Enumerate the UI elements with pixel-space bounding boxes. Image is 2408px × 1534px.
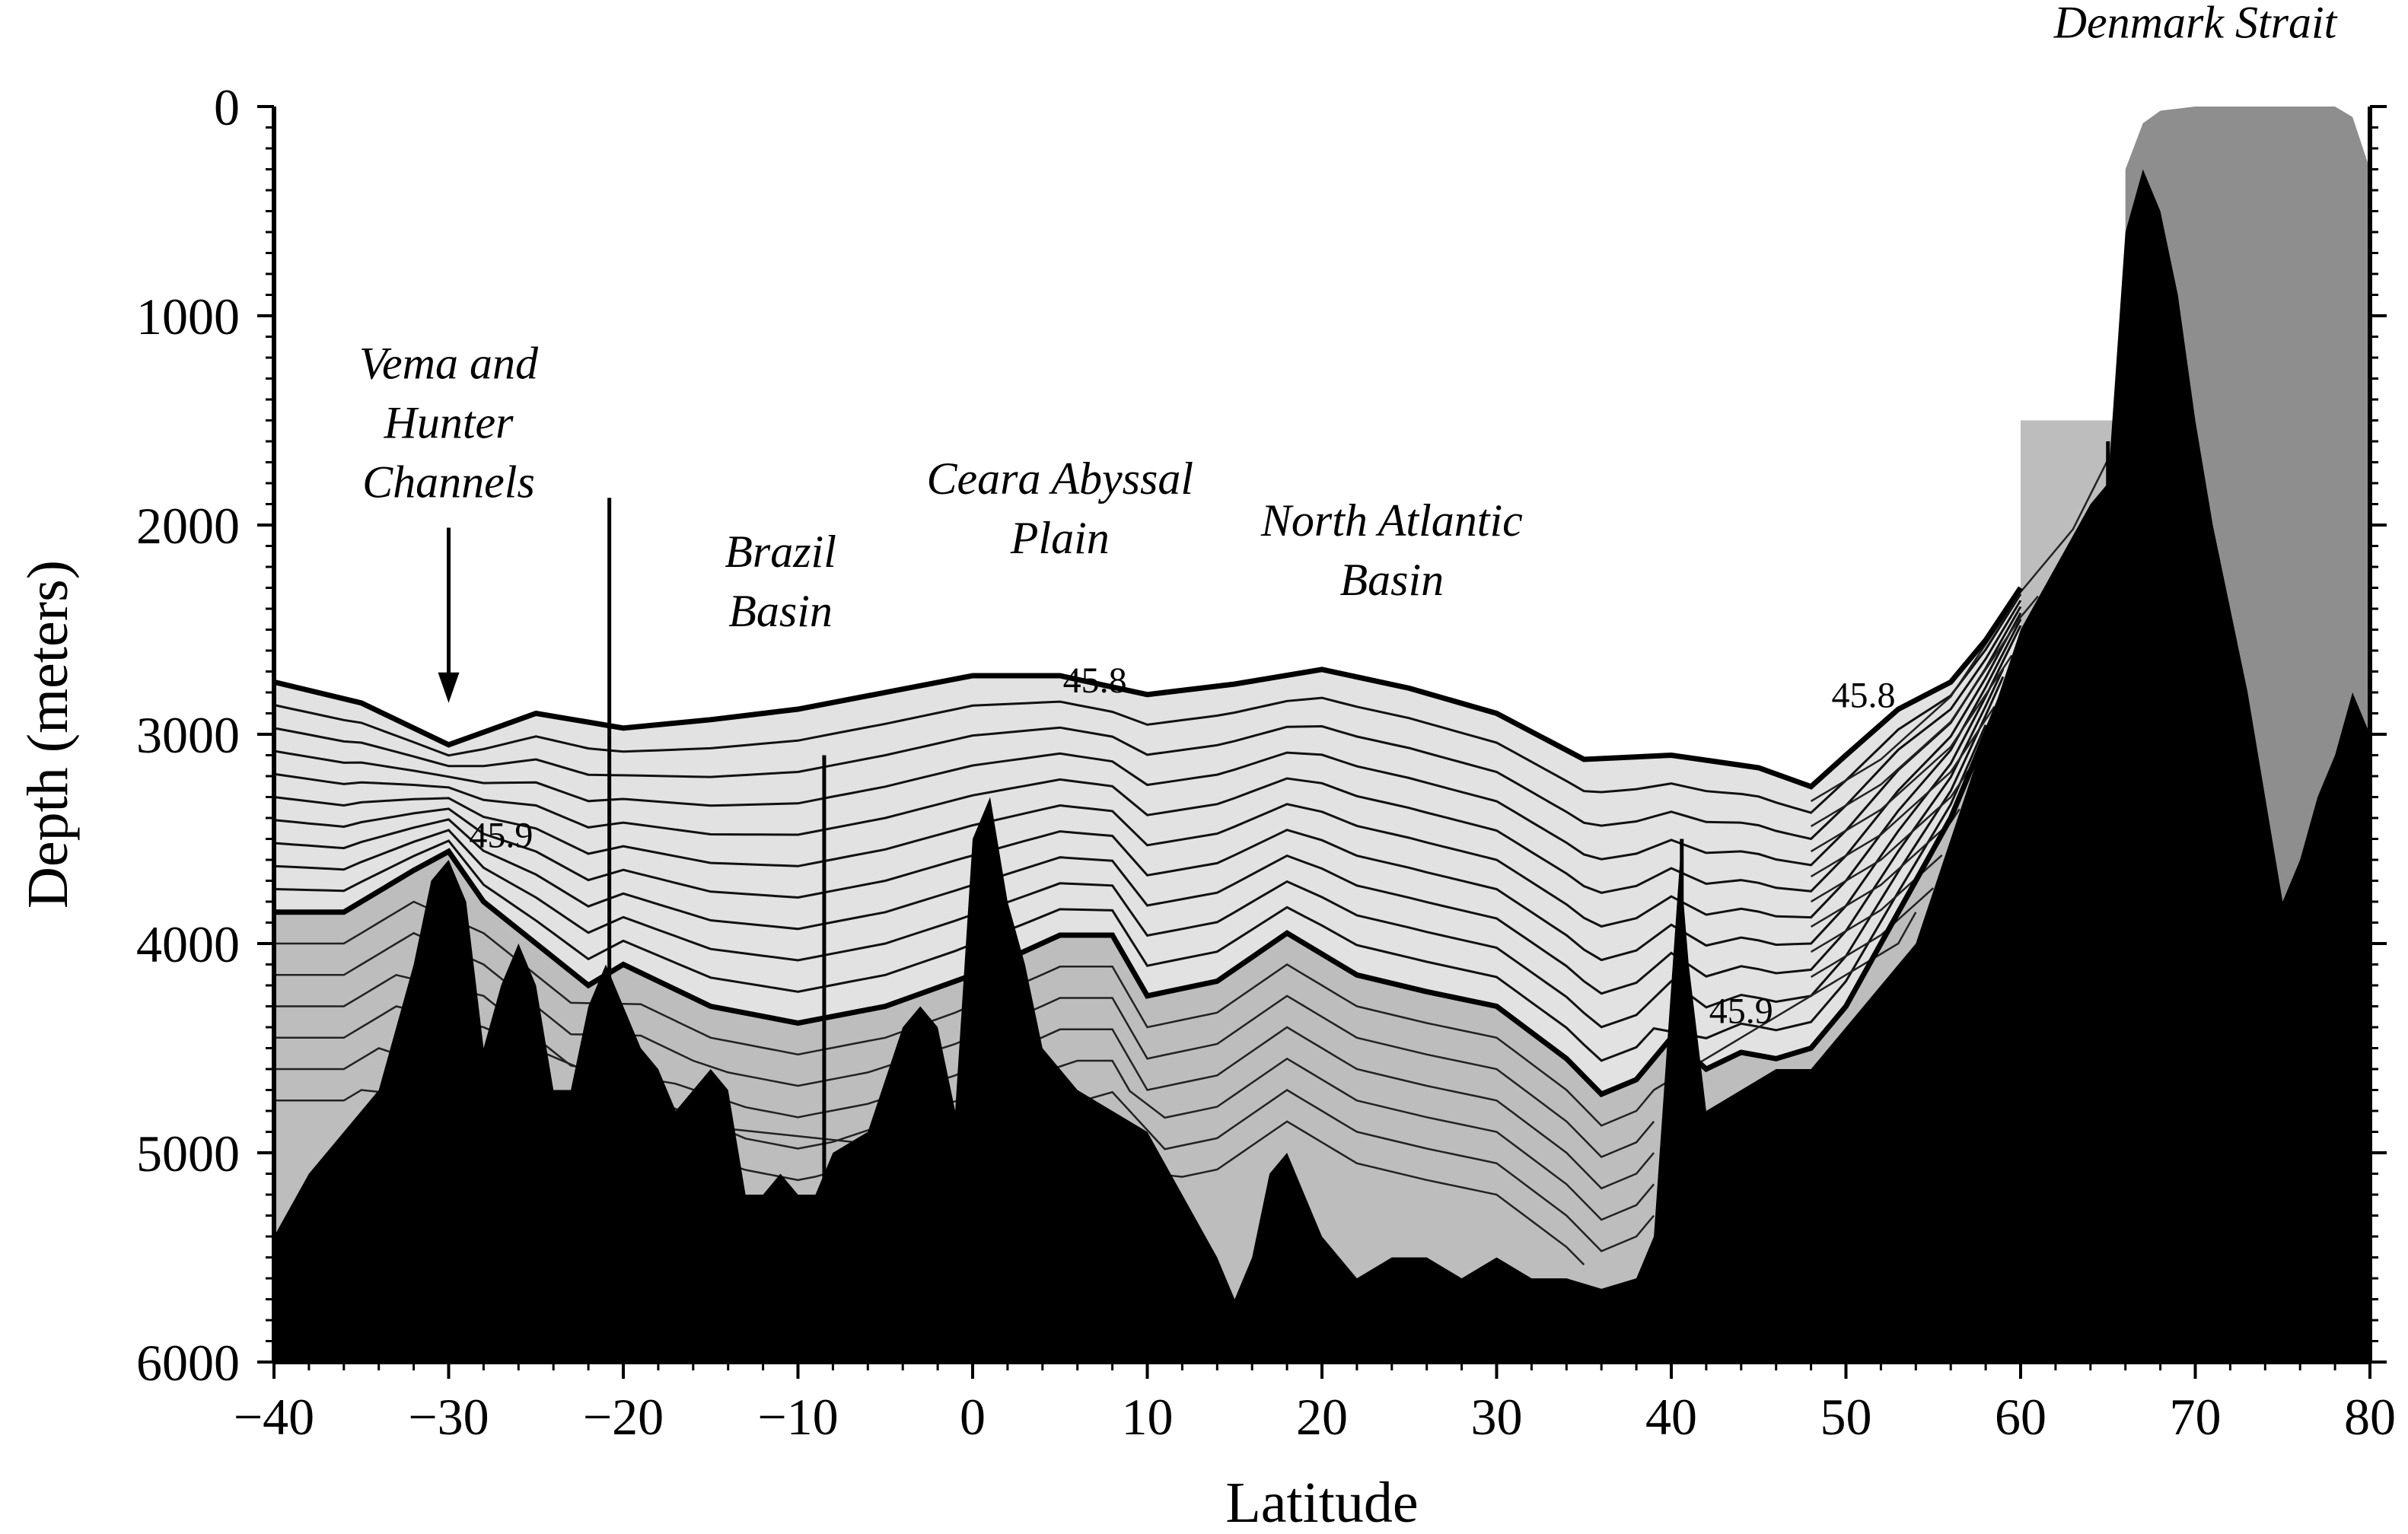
contour-line [1810,459,2109,803]
y-tick-labels: 0 1000 2000 3000 4000 5000 6000 [136,78,240,1392]
x-tick-label: −10 [757,1388,838,1446]
x-tick-label: 40 [1645,1388,1697,1446]
contour-labels: 45.8 45.8 45.9 45.9 [469,660,1895,1032]
x-axis-title: Latitude [1225,1471,1418,1534]
contour-line [274,676,2005,1029]
contour-line [274,900,1917,1127]
region-annotation: Vema and Hunter Channels [359,339,539,508]
contour-line [274,619,2022,928]
y-tick-label: 1000 [136,288,240,345]
contour-label: 45.8 [1831,675,1895,715]
x-tick-label: 50 [1820,1388,1872,1446]
contour-line [1810,705,1996,878]
x-tick-label: −20 [583,1388,664,1446]
x-tick-label: 20 [1296,1388,1348,1446]
contour-line [1810,887,1935,979]
contour-line [274,612,2022,894]
isopycnal-contours [274,459,2109,1265]
contour-line [1810,808,1960,928]
contour-line [1810,595,2039,828]
contour-label: 45.8 [1063,660,1127,701]
contour-label: 45.9 [469,816,533,856]
region-annotation: Denmark Strait [2053,0,2338,47]
contour-line [1810,757,1978,903]
x-tick-label: 70 [2170,1388,2222,1446]
deep-water-region [274,587,2021,1094]
annotation-arrowhead [438,672,460,703]
contour-line [274,600,2022,841]
region-annotations: Vema and Hunter Channels Brazil Basin Ceara A… [359,0,2338,703]
contour-label: 45.9 [1709,991,1773,1032]
contour-line [1810,654,2013,853]
bottom-topography [274,169,2370,1362]
x-tick-label: 10 [1122,1388,1174,1446]
region-annotation: Brazil Basin [725,527,836,636]
x-tick-label: 80 [2344,1388,2396,1446]
plot-area: 45.8 45.8 45.9 45.9 [274,107,2370,1362]
contour-line [274,724,1987,1062]
region-annotation: Ceara Abyssal Plain [926,454,1193,563]
contour-line [274,931,1655,1158]
x-tick-label: −40 [234,1388,314,1446]
axis-ticks [257,105,2387,1379]
x-tick-label: −30 [408,1388,489,1446]
contour-line [274,1089,1585,1265]
x-tick-label: 30 [1471,1388,1523,1446]
topography-spikes [607,441,2110,1362]
y-tick-label: 6000 [136,1334,240,1392]
contour-45-9-line [274,649,2024,1098]
contour-line [274,625,2022,962]
y-axis-title: Depth (meters) [16,560,80,909]
contour-line [274,593,2022,814]
y-tick-label: 4000 [136,915,240,973]
contour-line [274,606,2022,867]
contour-line [274,668,2005,995]
region-annotation: North Atlantic Basin [1260,495,1523,605]
x-tick-label: 60 [1995,1388,2046,1446]
y-tick-label: 2000 [136,497,240,555]
x-tick-labels: −40 −30 −20 −10 0 10 20 30 40 50 60 70 80 [234,1388,2396,1446]
x-tick-label: 0 [960,1388,986,1446]
y-tick-label: 3000 [136,706,240,764]
y-tick-label: 5000 [136,1125,240,1182]
y-tick-label: 0 [214,78,240,136]
axes: −40 −30 −20 −10 0 10 20 30 40 50 60 70 80 0 1000 2000 3… [136,78,2396,1446]
contour-line [274,973,1655,1190]
